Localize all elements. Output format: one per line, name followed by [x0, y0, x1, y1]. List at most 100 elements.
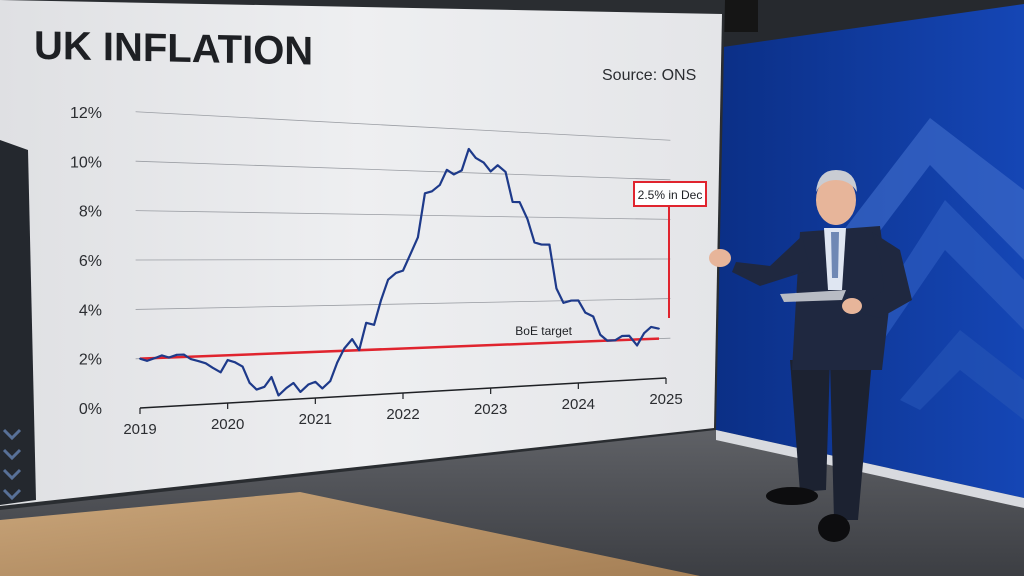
gridline — [135, 111, 671, 141]
inflation-point — [329, 380, 332, 383]
inflation-point — [417, 236, 419, 239]
inflation-point — [241, 365, 244, 368]
y-tick-label: 8% — [79, 204, 102, 221]
inflation-point — [504, 171, 507, 173]
inflation-point — [336, 361, 339, 364]
series-layer: BoE target — [139, 147, 660, 397]
latest-value-label: 2.5% in Dec — [638, 188, 703, 202]
inflation-point — [307, 383, 310, 386]
chart-board — [0, 0, 722, 506]
inflation-point — [197, 360, 200, 363]
inflation-point — [365, 321, 368, 324]
inflation-point — [351, 338, 354, 341]
y-tick-label: 2% — [79, 352, 102, 369]
inflation-point — [570, 299, 573, 302]
x-tick-label: 2021 — [299, 411, 332, 428]
inflation-point — [161, 354, 163, 357]
source-label: Source: ONS — [602, 67, 696, 84]
inflation-point — [233, 361, 236, 364]
inflation-point — [168, 356, 170, 359]
inflation-point — [474, 157, 477, 159]
x-axis: 2019 2020 2021 2022 2023 2024 2025 — [123, 377, 683, 438]
inflation-point — [643, 332, 645, 335]
inflation-point — [518, 201, 521, 203]
presenter-hair — [816, 170, 857, 192]
inflation-point — [226, 359, 229, 361]
inflation-point — [467, 148, 470, 150]
inflation-point — [584, 311, 587, 314]
inflation-point — [248, 381, 251, 384]
inflation-point — [628, 334, 631, 337]
board-left-edge — [0, 140, 36, 505]
inflation-point — [255, 388, 258, 391]
inflation-point — [292, 382, 295, 384]
inflation-point — [146, 359, 148, 362]
inflation-point — [614, 339, 617, 342]
gridline — [135, 258, 671, 261]
inflation-point — [424, 192, 426, 195]
presenter-right-arm — [856, 232, 912, 318]
inflation-point — [321, 387, 324, 390]
boe-target-line — [139, 337, 660, 360]
inflation-point — [658, 327, 660, 330]
wall-logo-shape-3 — [900, 330, 1024, 420]
tablet-device — [780, 290, 846, 302]
inflation-point — [438, 184, 441, 186]
presenter-left-shoe — [766, 487, 818, 505]
inflation-point — [409, 254, 411, 256]
inflation-point — [452, 173, 455, 176]
inflation-point — [211, 366, 214, 369]
presenter-hand — [709, 249, 731, 267]
inflation-point — [270, 376, 273, 378]
x-tick-label: 2025 — [649, 391, 682, 408]
chart-title: UK INFLATION — [34, 24, 313, 74]
gridline — [135, 298, 671, 310]
wall-logo-shape-2 — [855, 200, 1024, 345]
inflation-point — [285, 387, 288, 389]
presenter-right-hand — [842, 298, 862, 314]
inflation-point — [445, 168, 448, 171]
presenter-right-leg — [830, 360, 872, 520]
inflation-point — [431, 190, 433, 193]
inflation-point — [548, 243, 551, 246]
inflation-point — [154, 357, 156, 359]
inflation-point — [395, 272, 397, 274]
inflation-point — [402, 269, 404, 272]
inflation-point — [599, 333, 602, 336]
presenter — [709, 170, 912, 542]
inflation-point — [189, 358, 192, 361]
inflation-point — [263, 385, 266, 388]
inflation-point — [650, 326, 652, 328]
inflation-point — [482, 161, 485, 164]
y-axis-labels: 0% 2% 4% 6% 8% 10% 12% — [70, 105, 102, 418]
inflation-point — [175, 353, 178, 356]
inflation-point — [489, 170, 492, 173]
inflation-point — [496, 164, 499, 167]
inflation-point — [533, 241, 536, 244]
y-tick-label: 6% — [79, 253, 102, 270]
inflation-line — [139, 147, 660, 397]
presenter-tie — [831, 232, 839, 278]
inflation-point — [577, 299, 580, 302]
inflation-point — [621, 335, 624, 337]
inflation-point — [526, 218, 529, 221]
inflation-point — [606, 339, 609, 342]
inflation-point — [555, 287, 558, 290]
x-tick-label: 2023 — [474, 401, 507, 418]
inflation-point — [343, 347, 346, 350]
inflation-point — [358, 349, 361, 352]
y-tick-label: 4% — [79, 302, 102, 319]
y-tick-label: 0% — [79, 401, 102, 418]
wooden-platform — [0, 492, 700, 576]
inflation-point — [460, 169, 463, 172]
chevron-icons — [2, 428, 22, 501]
inflation-point — [139, 357, 141, 360]
inflation-point — [592, 315, 595, 318]
inflation-point — [277, 394, 280, 397]
inflation-point — [182, 353, 185, 356]
x-tick-label: 2019 — [123, 421, 156, 438]
inflation-point — [314, 380, 317, 383]
wall-baseboard — [716, 430, 1024, 508]
